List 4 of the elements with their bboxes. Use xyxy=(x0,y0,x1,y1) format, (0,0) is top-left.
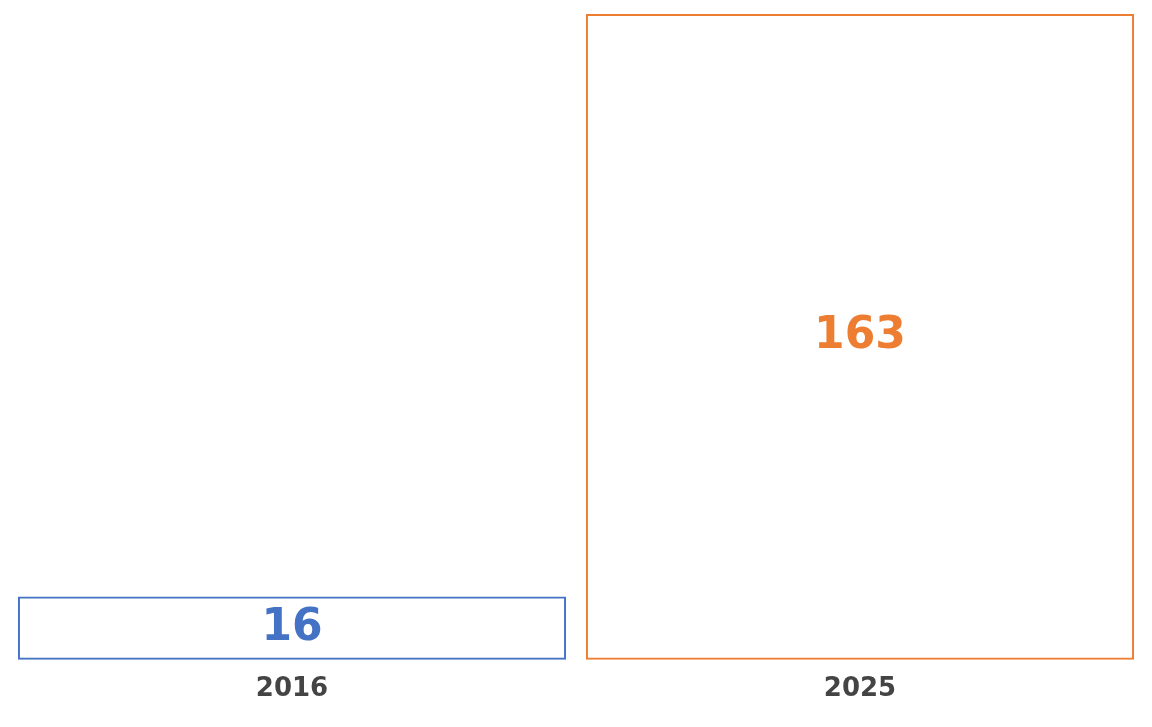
x-tick-label: 2016 xyxy=(255,672,329,703)
data-label: 163 xyxy=(814,307,906,359)
x-tick-label: 2025 xyxy=(823,672,897,703)
data-label: 16 xyxy=(261,598,323,650)
